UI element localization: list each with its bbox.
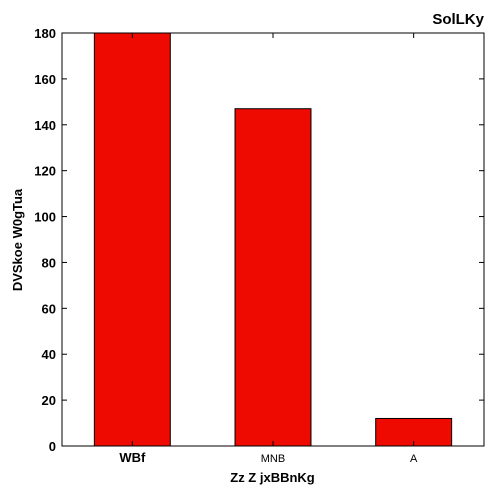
x-axis-label: Zz Z jxBBnKg (230, 470, 315, 485)
bar-wbf (93, 32, 171, 447)
x-tick-label: A (410, 453, 418, 465)
y-tick-label: 80 (42, 255, 56, 270)
y-tick-label: 100 (34, 210, 56, 225)
y-tick-label: 120 (34, 164, 56, 179)
y-tick-label: 180 (34, 26, 56, 41)
plot-area: WBf MNB A 0 20 40 60 80 100 120 140 160 180 (34, 26, 485, 465)
chart-title: SolLKy (432, 11, 484, 28)
x-tick-label: WBf (119, 450, 146, 465)
y-tick-label: 160 (34, 72, 56, 87)
x-tick-label: MNB (261, 453, 285, 465)
plot-frame (61, 32, 485, 447)
y-tick-label: 20 (42, 393, 56, 408)
y-axis-label: DVSkoe W0gTua (10, 188, 25, 291)
y-tick-label: 0 (49, 439, 56, 454)
y-tick-label: 40 (42, 347, 56, 362)
y-tick-label: 60 (42, 301, 56, 316)
y-tick-label: 140 (34, 118, 56, 133)
bar-mnb (234, 108, 312, 447)
